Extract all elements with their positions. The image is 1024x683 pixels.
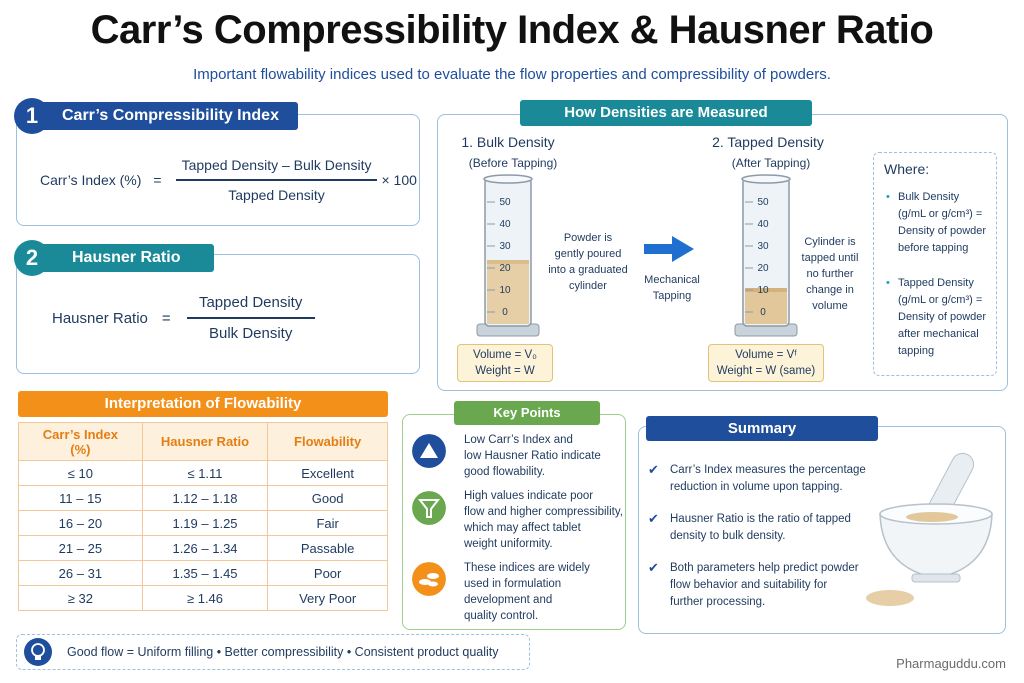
- hausner-lhs: Hausner Ratio: [52, 309, 148, 327]
- interpretation-heading: Interpretation of Flowability: [18, 391, 388, 417]
- summary-heading: Summary: [646, 416, 878, 441]
- bulk-note: Powder is gently poured into a graduated…: [548, 232, 628, 292]
- tapped-scale-40: 40: [757, 219, 769, 230]
- carr-index-badge: 1: [14, 98, 50, 134]
- tapped-volume: Volume = Vᶠ: [735, 349, 797, 361]
- hausner-numerator: Tapped Density: [198, 294, 303, 312]
- where-title: Where:: [884, 161, 930, 177]
- carr-fraction: Tapped Density – Bulk Density Tapped Den…: [175, 157, 378, 203]
- tapped-density-title: 2. Tapped Density: [712, 134, 824, 150]
- brand-watermark: Pharmaguddu.com: [896, 656, 1006, 671]
- flowability-table: Carr’s Index (%) Hausner Ratio Flowabili…: [18, 422, 388, 611]
- bulk-weight: Weight = W: [475, 365, 535, 377]
- tapped-density-subtitle: (After Tapping): [731, 156, 811, 170]
- bulk-density-title: 1. Bulk Density: [461, 134, 555, 150]
- bulk-cylinder: [476, 174, 540, 337]
- tapped-weight: Weight = W (same): [716, 365, 816, 377]
- carr-index-formula: Carr’s Index (%) = Tapped Density – Bulk…: [40, 150, 417, 210]
- bulk-scale-0: 0: [502, 307, 508, 318]
- bulk-volume: Volume = V₀: [473, 349, 537, 361]
- hausner-denominator: Bulk Density: [208, 324, 293, 342]
- tapped-cylinder: [734, 174, 798, 337]
- tablets-icon: [412, 562, 446, 596]
- table-row: 21 – 25 1.26 – 1.34 Passable: [18, 535, 388, 561]
- carr-index-heading: Carr’s Compressibility Index: [38, 102, 298, 130]
- bulk-density-subtitle: (Before Tapping): [468, 156, 558, 170]
- carr-denominator: Tapped Density: [228, 186, 325, 203]
- tapped-scale-50: 50: [757, 197, 769, 208]
- tapped-scale-20: 20: [757, 263, 769, 274]
- tapped-volume-box: Volume = Vᶠ Weight = W (same): [708, 344, 824, 382]
- bullet-icon: •: [886, 191, 890, 203]
- hausner-fraction: Tapped Density Bulk Density: [186, 294, 315, 342]
- col-carr-index: Carr’s Index (%): [18, 422, 143, 461]
- hausner-formula: Hausner Ratio = Tapped Density Bulk Dens…: [52, 286, 315, 350]
- page-title: Carr’s Compressibility Index & Hausner R…: [90, 8, 934, 52]
- tapped-scale-30: 30: [757, 241, 769, 252]
- summary-item-2: Hausner Ratio is the ratio of tapped den…: [670, 513, 851, 542]
- tapped-scale-0: 0: [760, 307, 766, 318]
- mechanical-tapping-label: Mechanical Tapping: [644, 274, 700, 302]
- hausner-eq: =: [161, 309, 171, 327]
- hausner-fraction-bar: [186, 317, 315, 319]
- table-row: ≥ 32 ≥ 1.46 Very Poor: [18, 585, 388, 611]
- summary-item-1: Carr’s Index measures the percentage red…: [670, 464, 866, 493]
- lightbulb-icon: [24, 638, 52, 666]
- tapped-note: Cylinder is tapped until no further chan…: [801, 236, 859, 312]
- key-points-heading: Key Points: [454, 401, 600, 425]
- check-icon: ✔: [648, 560, 659, 575]
- summary-item-3: Both parameters help predict powder flow…: [670, 562, 859, 608]
- carr-index-card: [16, 114, 420, 226]
- bulk-scale-20: 20: [499, 263, 511, 274]
- triangle-icon: [412, 434, 446, 468]
- mortar-pestle-illustration: [866, 452, 993, 606]
- col-flowability: Flowability: [267, 422, 388, 461]
- table-row: 16 – 20 1.19 – 1.25 Fair: [18, 510, 388, 536]
- bullet-icon: •: [886, 277, 890, 289]
- right-arrow-icon: [644, 236, 694, 262]
- bulk-scale-50: 50: [499, 197, 511, 208]
- key-point-2: High values indicate poor flow and highe…: [464, 490, 623, 550]
- hausner-ratio-heading: Hausner Ratio: [38, 244, 214, 272]
- key-point-1: Low Carr’s Index and low Hausner Ratio i…: [464, 434, 601, 478]
- tapped-scale-10: 10: [757, 285, 769, 296]
- page-subtitle: Important flowability indices used to ev…: [193, 66, 831, 83]
- col-hausner: Hausner Ratio: [141, 422, 269, 461]
- densities-heading: How Densities are Measured: [520, 100, 812, 126]
- funnel-icon: [412, 491, 446, 525]
- bulk-volume-box: Volume = V₀ Weight = W: [457, 344, 553, 382]
- key-point-3: These indices are widely used in formula…: [464, 562, 590, 622]
- carr-numerator: Tapped Density – Bulk Density: [181, 157, 372, 174]
- footer-bar: Good flow = Uniform filling • Better com…: [16, 634, 530, 670]
- table-row: ≤ 10 ≤ 1.11 Excellent: [18, 460, 388, 486]
- bulk-scale-40: 40: [499, 219, 511, 230]
- carr-fraction-bar: [175, 179, 378, 181]
- carr-lhs: Carr’s Index (%): [40, 172, 142, 188]
- carr-multiplier: × 100: [381, 172, 417, 188]
- carr-eq: =: [153, 172, 162, 188]
- check-icon: ✔: [648, 511, 659, 526]
- table-row: 11 – 15 1.12 – 1.18 Good: [18, 485, 388, 511]
- bulk-scale-30: 30: [499, 241, 511, 252]
- check-icon: ✔: [648, 462, 659, 477]
- footer-text: Good flow = Uniform filling • Better com…: [67, 645, 499, 659]
- hausner-ratio-badge: 2: [14, 240, 50, 276]
- table-row: 26 – 31 1.35 – 1.45 Poor: [18, 560, 388, 586]
- hausner-ratio-card: [16, 254, 420, 374]
- bulk-scale-10: 10: [499, 285, 511, 296]
- where-box: Where: • Bulk Density (g/mL or g/cm³) = …: [873, 152, 997, 376]
